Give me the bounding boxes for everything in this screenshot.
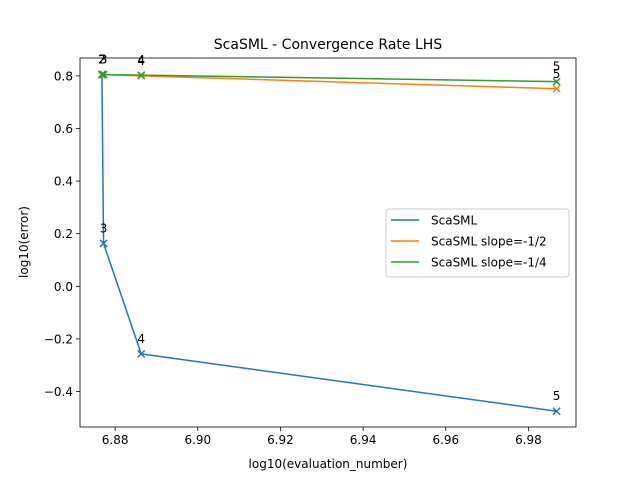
plot-area-frame xyxy=(79,57,577,428)
data-point-marker xyxy=(137,349,146,358)
data-point-label: 5 xyxy=(553,60,561,74)
x-tick-label: 6.92 xyxy=(267,433,294,447)
series-line xyxy=(101,73,557,90)
series-line xyxy=(101,74,557,412)
x-tick-label: 6.98 xyxy=(515,433,542,447)
y-tick-label: 0.6 xyxy=(54,122,73,136)
legend-frame xyxy=(385,208,570,278)
data-point-label: 3 xyxy=(100,53,108,67)
axis-ticks: 6.88 6.90 6.92 6.94 6.96 6.98 −0.4 −0.2 0.0 0.2 0.… xyxy=(44,69,542,447)
data-point-label: 5 xyxy=(553,67,561,81)
x-tick-label: 6.94 xyxy=(350,433,377,447)
data-point-label: 2 xyxy=(98,53,106,67)
data-point-marker xyxy=(552,84,561,93)
y-axis-label: log10(error) xyxy=(17,206,31,278)
data-point-label: 4 xyxy=(137,54,145,68)
x-tick-label: 6.96 xyxy=(432,433,459,447)
x-tick-label: 6.90 xyxy=(184,433,211,447)
y-tick-label: −0.2 xyxy=(44,332,73,346)
data-point-label: 3 xyxy=(100,221,108,235)
y-tick-label: 0.2 xyxy=(54,227,73,241)
series-markers xyxy=(97,70,561,416)
data-point-label: 3 xyxy=(100,53,108,67)
data-point-label: 4 xyxy=(137,332,145,346)
data-point-marker xyxy=(552,407,561,416)
data-point-label: 5 xyxy=(553,389,561,403)
y-tick-label: 0.8 xyxy=(54,69,73,83)
data-point-label: 2 xyxy=(98,53,106,67)
legend: ScaSML ScaSML slope=-1/2 ScaSML slope=-1/4 xyxy=(385,208,570,278)
data-point-label: 4 xyxy=(137,53,145,67)
legend-label: ScaSML slope=-1/2 xyxy=(431,235,547,249)
x-tick-label: 6.88 xyxy=(102,433,129,447)
data-point-marker xyxy=(137,71,146,80)
y-tick-label: 0.4 xyxy=(54,175,73,189)
legend-label: ScaSML slope=-1/4 xyxy=(431,256,547,270)
data-point-marker xyxy=(97,70,106,79)
data-point-marker xyxy=(99,239,108,248)
x-axis-label: log10(evaluation_number) xyxy=(249,457,408,471)
legend-label: ScaSML xyxy=(431,214,478,228)
series-line xyxy=(101,73,557,83)
y-tick-label: 0.0 xyxy=(54,280,73,294)
y-tick-label: −0.4 xyxy=(44,385,73,399)
data-point-marker xyxy=(552,77,561,86)
chart-title: ScaSML - Convergence Rate LHS xyxy=(214,37,443,53)
data-point-marker xyxy=(99,70,108,79)
data-point-label: 2 xyxy=(98,53,106,67)
